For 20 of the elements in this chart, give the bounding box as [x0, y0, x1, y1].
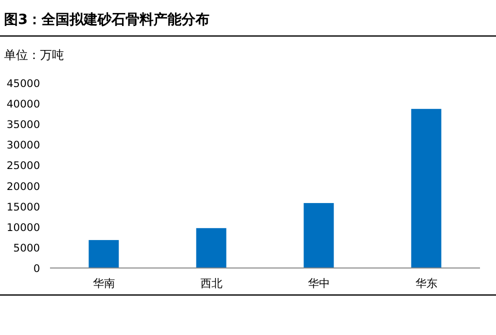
bar	[196, 228, 226, 268]
y-tick-label: 40000	[6, 98, 40, 111]
x-tick-label: 华东	[415, 277, 438, 290]
y-tick-label: 15000	[6, 201, 40, 214]
bar	[304, 203, 334, 268]
y-tick-label: 10000	[6, 222, 40, 234]
x-tick-label: 华中	[308, 277, 330, 290]
chart-subtitle: 单位：万吨	[4, 48, 64, 62]
y-tick-label: 30000	[6, 140, 40, 152]
x-tick-label: 西北	[200, 277, 222, 290]
bar	[88, 240, 119, 268]
chart-title: 图3：全国拟建砂石骨料产能分布	[4, 11, 210, 28]
y-tick-label: 20000	[6, 180, 40, 193]
x-tick-label: 华南	[92, 277, 115, 290]
y-tick-label: 25000	[6, 160, 40, 172]
y-tick-label: 5000	[13, 242, 40, 254]
y-tick-label: 35000	[6, 119, 40, 132]
y-tick-label: 0	[33, 263, 40, 275]
y-tick-label: 45000	[6, 78, 40, 90]
bar	[411, 108, 442, 268]
